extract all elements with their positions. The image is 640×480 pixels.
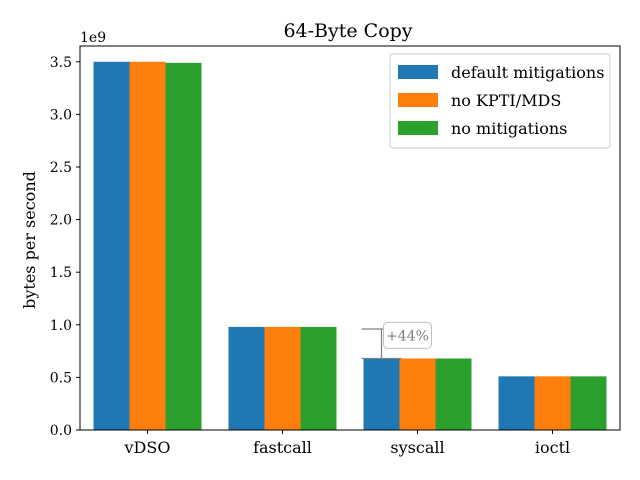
bar-syscall-series-2 xyxy=(399,358,436,430)
bar-fastcall-series-3 xyxy=(300,326,337,430)
y-tick-label: 2.0 xyxy=(50,213,72,229)
y-axis-multiplier: 1e9 xyxy=(80,30,106,46)
x-tick-label-ioctl: ioctl xyxy=(535,438,570,457)
plot-frame xyxy=(79,45,621,431)
bars-group xyxy=(93,61,607,430)
bar-vdso-series-1 xyxy=(93,61,130,430)
bar-ioctl-series-3 xyxy=(570,376,607,430)
y-tick-label: 3.0 xyxy=(50,107,72,123)
legend-label-1: default mitigations xyxy=(451,63,604,82)
annotation-box xyxy=(383,321,432,349)
chart-title: 64-Byte Copy xyxy=(283,20,412,42)
y-tick-label: 3.5 xyxy=(50,55,72,71)
legend-label-2: no KPTI/MDS xyxy=(451,91,561,110)
bar-ioctl-series-1 xyxy=(498,376,535,430)
x-tick-label-vdso: vDSO xyxy=(124,438,171,457)
x-tick-label-fastcall: fastcall xyxy=(253,438,312,457)
annotation-label: +44% xyxy=(386,328,429,344)
y-tick-label: 0.5 xyxy=(50,370,72,386)
y-axis: 0.0 0.5 1.0 1.5 2.0 2.5 3.0 3.5 xyxy=(50,55,80,439)
legend-label-3: no mitigations xyxy=(451,119,567,138)
legend-swatch-2 xyxy=(398,93,438,107)
y-tick-label: 1.0 xyxy=(50,318,72,334)
bar-fastcall-series-2 xyxy=(264,326,301,430)
bar-vdso-series-3 xyxy=(165,62,202,430)
legend: default mitigations no KPTI/MDS no mitigat… xyxy=(389,53,611,149)
bar-syscall-series-1 xyxy=(363,358,400,430)
bar-syscall-series-3 xyxy=(435,358,472,430)
y-tick-label: 2.5 xyxy=(50,160,72,176)
annotation-group: +44% xyxy=(361,321,432,360)
bar-vdso-series-2 xyxy=(129,61,166,430)
legend-swatch-3 xyxy=(398,121,438,135)
legend-swatch-1 xyxy=(398,65,438,79)
y-axis-label: bytes per second xyxy=(20,171,39,309)
y-tick-label: 1.5 xyxy=(50,265,72,281)
y-tick-label: 0.0 xyxy=(50,423,72,439)
x-tick-label-syscall: syscall xyxy=(390,438,444,457)
bar-fastcall-series-1 xyxy=(228,326,265,430)
legend-box xyxy=(389,53,611,149)
x-axis: vDSO fastcall syscall ioctl xyxy=(124,430,570,457)
bar-ioctl-series-2 xyxy=(534,376,571,430)
